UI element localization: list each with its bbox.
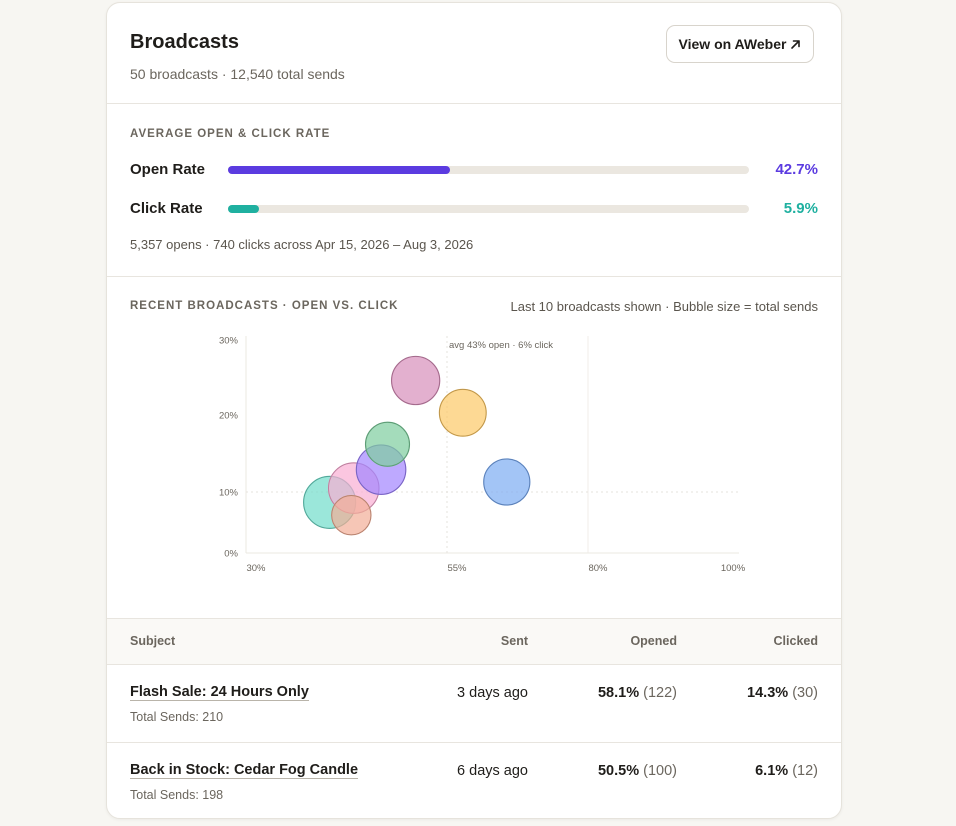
- table-body: Flash Sale: 24 Hours Only Total Sends: 2…: [107, 665, 841, 818]
- y-tick-label: 20%: [219, 411, 239, 422]
- opened-count: (122): [643, 685, 677, 701]
- click-rate-value: 5.9%: [783, 200, 818, 217]
- bubble-chart: avg 43% open · 6% click 30% 20% 10% 0% 30% 55%…: [219, 336, 746, 575]
- x-tick-label: 100%: [721, 563, 746, 574]
- view-on-aweber-label: View on AWeber: [678, 36, 787, 52]
- open-rate-fill: [228, 166, 451, 174]
- bubble-point: [483, 458, 531, 506]
- total-sends: Total Sends: 210: [130, 710, 224, 724]
- total-sends: Total Sends: 198: [130, 788, 224, 802]
- chart-note: Last 10 broadcasts shown · Bubble size =…: [510, 299, 819, 314]
- y-tick-label: 0%: [224, 549, 238, 560]
- opened-percent: 50.5%: [597, 763, 640, 779]
- rates-summary: 5,357 opens · 740 clicks across Apr 15, …: [130, 237, 474, 252]
- bubble-outline: [483, 458, 531, 506]
- opened-stat: 50.5% (100): [598, 763, 677, 779]
- clicked-percent: 6.1%: [755, 763, 789, 779]
- card-subtitle: 50 broadcasts · 12,540 total sends: [130, 66, 345, 82]
- table-header: Subject Sent Opened Clicked: [107, 619, 841, 665]
- open-rate-track: [228, 166, 749, 174]
- clicked-count: (12): [792, 763, 818, 779]
- bubble-point: [364, 421, 411, 467]
- opened-percent: 58.1%: [597, 685, 640, 701]
- sent-time: 3 days ago: [457, 685, 528, 701]
- bubble-outline: [438, 388, 487, 437]
- x-tick-label: 80%: [588, 563, 608, 574]
- clicked-percent: 14.3%: [747, 685, 789, 701]
- bubble-point: [331, 494, 372, 536]
- click-rate-fill: [228, 205, 259, 213]
- x-tick-label: 55%: [447, 563, 467, 574]
- card-title: Broadcasts: [130, 31, 239, 53]
- y-tick-label: 30%: [219, 336, 239, 347]
- open-rate-label: Open Rate: [130, 161, 206, 178]
- bubble-outline: [391, 355, 441, 406]
- y-tick-label: 10%: [219, 488, 239, 499]
- bubble-point: [438, 388, 487, 437]
- chart-section-label: RECENT BROADCASTS · OPEN VS. CLICK: [130, 300, 399, 312]
- column-header-sent: Sent: [500, 634, 528, 648]
- broadcasts-card: Broadcasts 50 broadcasts · 12,540 total …: [106, 2, 842, 819]
- bubble-point: [390, 355, 441, 406]
- external-arrow-icon: [791, 39, 801, 49]
- column-header-opened: Opened: [630, 634, 677, 648]
- opened-count: (100): [643, 763, 677, 779]
- click-rate-track: [228, 205, 749, 213]
- clicked-count: (30): [792, 685, 818, 701]
- clicked-stat: 6.1% (12): [755, 763, 818, 779]
- open-rate-value: 42.7%: [775, 161, 818, 178]
- view-on-aweber-button[interactable]: View on AWeber: [666, 25, 814, 63]
- sent-time: 6 days ago: [457, 763, 528, 779]
- broadcast-subject-link[interactable]: Flash Sale: 24 Hours Only: [130, 684, 309, 701]
- opened-stat: 58.1% (122): [598, 685, 677, 701]
- avg-label: avg 43% open · 6% click: [449, 340, 553, 351]
- table-row: Back in Stock: Cedar Fog Candle Total Se…: [107, 743, 841, 818]
- broadcast-subject-link[interactable]: Back in Stock: Cedar Fog Candle: [130, 762, 359, 779]
- x-tick-label: 30%: [246, 563, 266, 574]
- table-row: Flash Sale: 24 Hours Only Total Sends: 2…: [107, 665, 841, 743]
- bubble-outline: [331, 495, 372, 536]
- bubble-outline: [365, 421, 410, 467]
- rates-section-label: AVERAGE OPEN & CLICK RATE: [130, 128, 331, 140]
- chart-section: RECENT BROADCASTS · OPEN VS. CLICK Last …: [107, 277, 841, 619]
- clicked-stat: 14.3% (30): [747, 685, 818, 701]
- column-header-clicked: Clicked: [773, 634, 818, 648]
- card-header: Broadcasts 50 broadcasts · 12,540 total …: [107, 3, 841, 104]
- click-rate-label: Click Rate: [130, 200, 203, 217]
- rates-section: AVERAGE OPEN & CLICK RATE Open Rate 42.7…: [107, 104, 841, 277]
- column-header-subject: Subject: [130, 634, 176, 648]
